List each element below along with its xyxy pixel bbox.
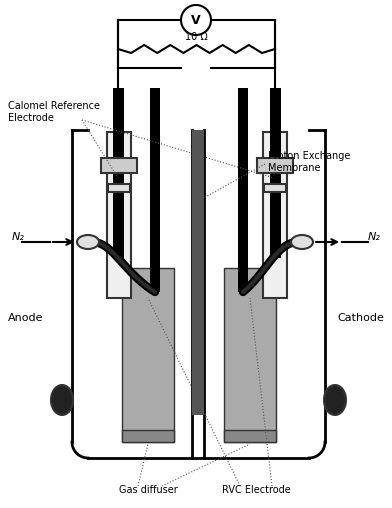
Bar bbox=[108, 184, 130, 192]
Text: N₂: N₂ bbox=[368, 232, 381, 242]
Bar bbox=[113, 88, 124, 258]
Ellipse shape bbox=[324, 385, 346, 415]
Bar bbox=[270, 88, 281, 258]
FancyBboxPatch shape bbox=[72, 130, 204, 458]
Bar bbox=[224, 268, 276, 442]
Bar bbox=[122, 268, 174, 442]
Bar bbox=[238, 88, 248, 292]
Ellipse shape bbox=[51, 385, 73, 415]
Text: V: V bbox=[191, 14, 201, 26]
Ellipse shape bbox=[77, 235, 99, 249]
Bar bbox=[257, 158, 293, 173]
Text: Anode: Anode bbox=[8, 313, 44, 323]
Bar bbox=[122, 430, 174, 442]
FancyBboxPatch shape bbox=[192, 130, 325, 458]
Text: Cathode: Cathode bbox=[337, 313, 384, 323]
Text: RVC Electrode: RVC Electrode bbox=[221, 485, 290, 495]
Bar bbox=[264, 184, 286, 192]
Bar bbox=[192, 130, 204, 415]
Text: Calomel Reference
Electrode: Calomel Reference Electrode bbox=[8, 101, 100, 123]
Text: N₂: N₂ bbox=[11, 232, 24, 242]
Bar bbox=[150, 88, 160, 292]
Circle shape bbox=[181, 5, 211, 35]
Bar bbox=[224, 430, 276, 442]
Bar bbox=[101, 158, 137, 173]
Ellipse shape bbox=[291, 235, 313, 249]
Text: Gas diffuser: Gas diffuser bbox=[119, 485, 177, 495]
Text: 10 Ω: 10 Ω bbox=[185, 32, 207, 42]
Bar bbox=[263, 132, 287, 298]
Polygon shape bbox=[194, 130, 202, 458]
Text: Proton Exchange
Membrane: Proton Exchange Membrane bbox=[268, 151, 350, 173]
Bar bbox=[107, 132, 131, 298]
